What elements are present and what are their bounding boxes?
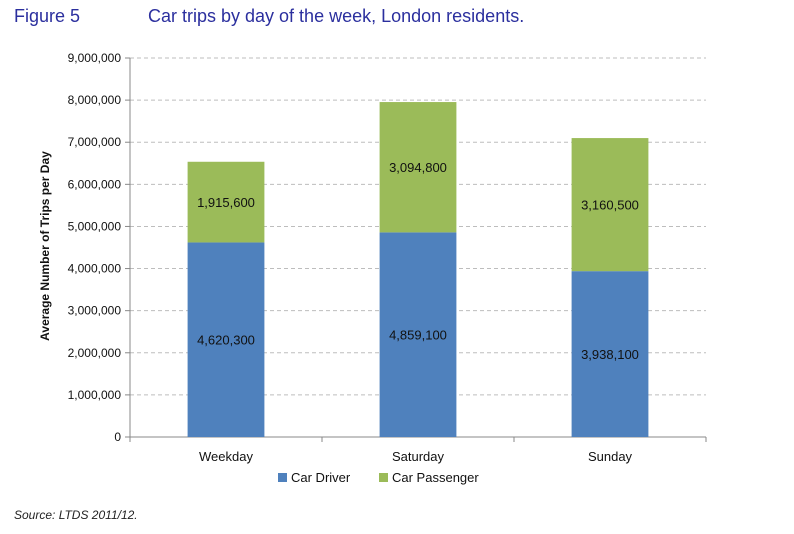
y-tick-label: 7,000,000	[68, 135, 122, 149]
chart-title: Car trips by day of the week, London res…	[148, 6, 525, 26]
y-tick-label: 8,000,000	[68, 93, 122, 107]
y-tick-label: 2,000,000	[68, 346, 122, 360]
x-category-label: Weekday	[199, 449, 253, 464]
figure-label: Figure 5	[14, 6, 81, 26]
bar-segment	[571, 271, 649, 437]
y-axis-label: Average Number of Trips per Day	[38, 151, 52, 341]
legend-entry: Car Passenger	[392, 470, 479, 485]
y-tick-label: 0	[114, 430, 121, 444]
y-tick-label: 6,000,000	[68, 177, 122, 191]
data-label: 3,094,800	[389, 160, 447, 175]
x-category-label: Saturday	[392, 449, 445, 464]
legend-swatch	[379, 473, 388, 482]
bar-segment	[187, 161, 265, 243]
data-label: 3,938,100	[581, 347, 639, 362]
data-label: 3,160,500	[581, 198, 639, 213]
bar-segment	[379, 232, 457, 437]
x-category-label: Sunday	[588, 449, 633, 464]
bar-segment	[187, 242, 265, 437]
legend-entry: Car Driver	[291, 470, 351, 485]
bar-segment	[571, 138, 649, 272]
data-labels: 4,620,300 1,915,600 4,859,100 3,094,800 3,93…	[197, 160, 639, 362]
data-label: 4,620,300	[197, 333, 255, 348]
y-tick-label: 9,000,000	[68, 51, 122, 65]
source-note: Source: LTDS 2011/12.	[14, 508, 138, 522]
y-tick-labels: 0 1,000,000 2,000,000 3,000,000 4,000,000 5,0…	[68, 51, 122, 444]
legend-swatch	[278, 473, 287, 482]
bars	[187, 102, 649, 437]
bar-segment	[379, 102, 457, 233]
y-tick-label: 1,000,000	[68, 388, 122, 402]
x-category-labels: Weekday Saturday Sunday	[199, 449, 633, 464]
y-tick-label: 5,000,000	[68, 219, 122, 233]
data-label: 1,915,600	[197, 195, 255, 210]
legend: Car Driver Car Passenger	[278, 470, 479, 485]
y-tick-label: 4,000,000	[68, 262, 122, 276]
y-tick-label: 3,000,000	[68, 304, 122, 318]
data-label: 4,859,100	[389, 328, 447, 343]
